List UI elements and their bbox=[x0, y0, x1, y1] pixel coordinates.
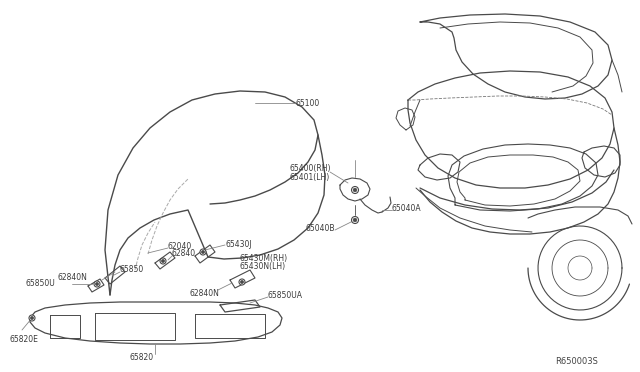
Circle shape bbox=[160, 258, 166, 264]
Text: 65100: 65100 bbox=[296, 99, 320, 108]
Text: 62840N: 62840N bbox=[58, 273, 88, 282]
Text: 65400(RH): 65400(RH) bbox=[290, 164, 332, 173]
Circle shape bbox=[29, 315, 35, 321]
Text: R650003S: R650003S bbox=[555, 357, 598, 366]
Circle shape bbox=[239, 279, 245, 285]
Text: 65850: 65850 bbox=[120, 266, 144, 275]
Text: 65850UA: 65850UA bbox=[268, 291, 303, 299]
Circle shape bbox=[95, 282, 99, 285]
Text: 65040B: 65040B bbox=[305, 224, 335, 232]
Text: 65040A: 65040A bbox=[392, 203, 422, 212]
Text: 62840: 62840 bbox=[172, 250, 196, 259]
Circle shape bbox=[241, 280, 243, 283]
Circle shape bbox=[94, 281, 100, 287]
Text: 65430N(LH): 65430N(LH) bbox=[240, 262, 286, 270]
Circle shape bbox=[202, 250, 205, 253]
Text: 65401(LH): 65401(LH) bbox=[290, 173, 330, 182]
Text: 65430J: 65430J bbox=[225, 240, 252, 248]
Text: 65820: 65820 bbox=[130, 353, 154, 362]
Text: 65430M(RH): 65430M(RH) bbox=[240, 253, 288, 263]
Text: 65850U: 65850U bbox=[26, 279, 56, 289]
Text: 65820E: 65820E bbox=[10, 336, 39, 344]
Text: 62840N: 62840N bbox=[190, 289, 220, 298]
Circle shape bbox=[353, 188, 357, 192]
Circle shape bbox=[351, 186, 358, 193]
Circle shape bbox=[353, 218, 357, 222]
Text: 62040: 62040 bbox=[168, 241, 192, 250]
Circle shape bbox=[161, 260, 164, 263]
Circle shape bbox=[351, 217, 358, 224]
Circle shape bbox=[200, 249, 206, 255]
Circle shape bbox=[31, 317, 33, 320]
